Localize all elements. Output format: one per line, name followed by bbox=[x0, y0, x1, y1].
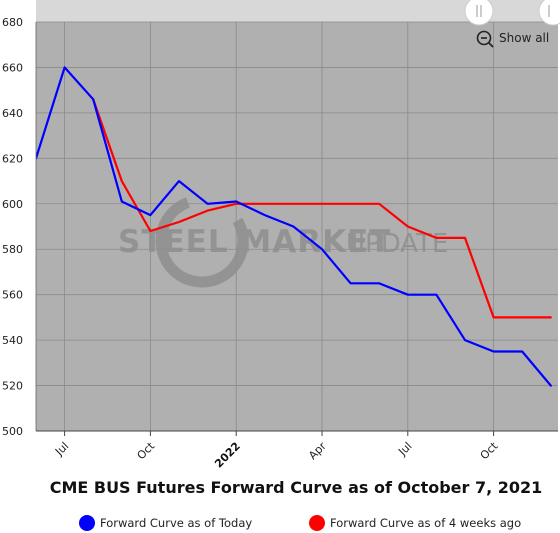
x-axis: Jul Oct 2022 Apr Jul Oct bbox=[36, 430, 558, 471]
legend-marker-4-weeks-ago bbox=[309, 515, 325, 531]
plot-area bbox=[36, 22, 558, 431]
y-tick-label: 680 bbox=[2, 16, 23, 29]
y-axis: 500 520 540 560 580 600 620 640 660 680 bbox=[2, 16, 37, 438]
drag-handle-icon[interactable] bbox=[464, 0, 494, 26]
series-line-today[interactable] bbox=[36, 66, 552, 387]
x-tick-label: Oct bbox=[135, 439, 158, 462]
show-all-label: Show all bbox=[499, 31, 549, 45]
watermark-light-text: UPDATE bbox=[346, 229, 448, 259]
x-tick-label: Apr bbox=[306, 439, 329, 462]
legend-label-4-weeks-ago: Forward Curve as of 4 weeks ago bbox=[330, 516, 521, 530]
y-tick-label: 660 bbox=[2, 61, 23, 74]
watermark: STEEL MARKET UPDATE bbox=[118, 194, 448, 288]
watermark-ring bbox=[155, 194, 249, 288]
range-navigator[interactable] bbox=[36, 0, 558, 22]
legend-label-today: Forward Curve as of Today bbox=[100, 516, 252, 530]
legend: Forward Curve as of Today Forward Curve … bbox=[79, 515, 521, 531]
y-tick-label: 540 bbox=[2, 334, 23, 347]
x-tick-label: 2022 bbox=[212, 440, 243, 471]
y-tick-label: 580 bbox=[2, 243, 23, 256]
x-tick-label: Jul bbox=[395, 440, 414, 459]
y-tick-label: 500 bbox=[2, 425, 23, 438]
watermark-bold-text: STEEL MARKET bbox=[118, 224, 391, 260]
series-layer bbox=[36, 66, 552, 387]
chart-title: CME BUS Futures Forward Curve as of Octo… bbox=[50, 478, 543, 497]
drag-handle-icon[interactable] bbox=[538, 0, 560, 26]
left-range-handle[interactable] bbox=[464, 0, 494, 26]
legend-item-4-weeks-ago[interactable]: Forward Curve as of 4 weeks ago bbox=[309, 515, 521, 531]
show-all-button[interactable]: Show all bbox=[476, 30, 550, 48]
legend-marker-today bbox=[79, 515, 95, 531]
legend-item-today[interactable]: Forward Curve as of Today bbox=[79, 515, 252, 531]
zoom-out-icon bbox=[476, 30, 492, 46]
x-tick-label: Jul bbox=[52, 440, 71, 459]
y-tick-label: 640 bbox=[2, 107, 23, 120]
y-tick-label: 620 bbox=[2, 152, 23, 165]
y-tick-label: 520 bbox=[2, 380, 23, 393]
series-line-4-weeks-ago[interactable] bbox=[92, 98, 552, 319]
x-tick-label: Oct bbox=[478, 439, 501, 462]
y-tick-label: 560 bbox=[2, 289, 23, 302]
y-tick-label: 600 bbox=[2, 198, 23, 211]
right-range-handle[interactable] bbox=[538, 0, 560, 26]
